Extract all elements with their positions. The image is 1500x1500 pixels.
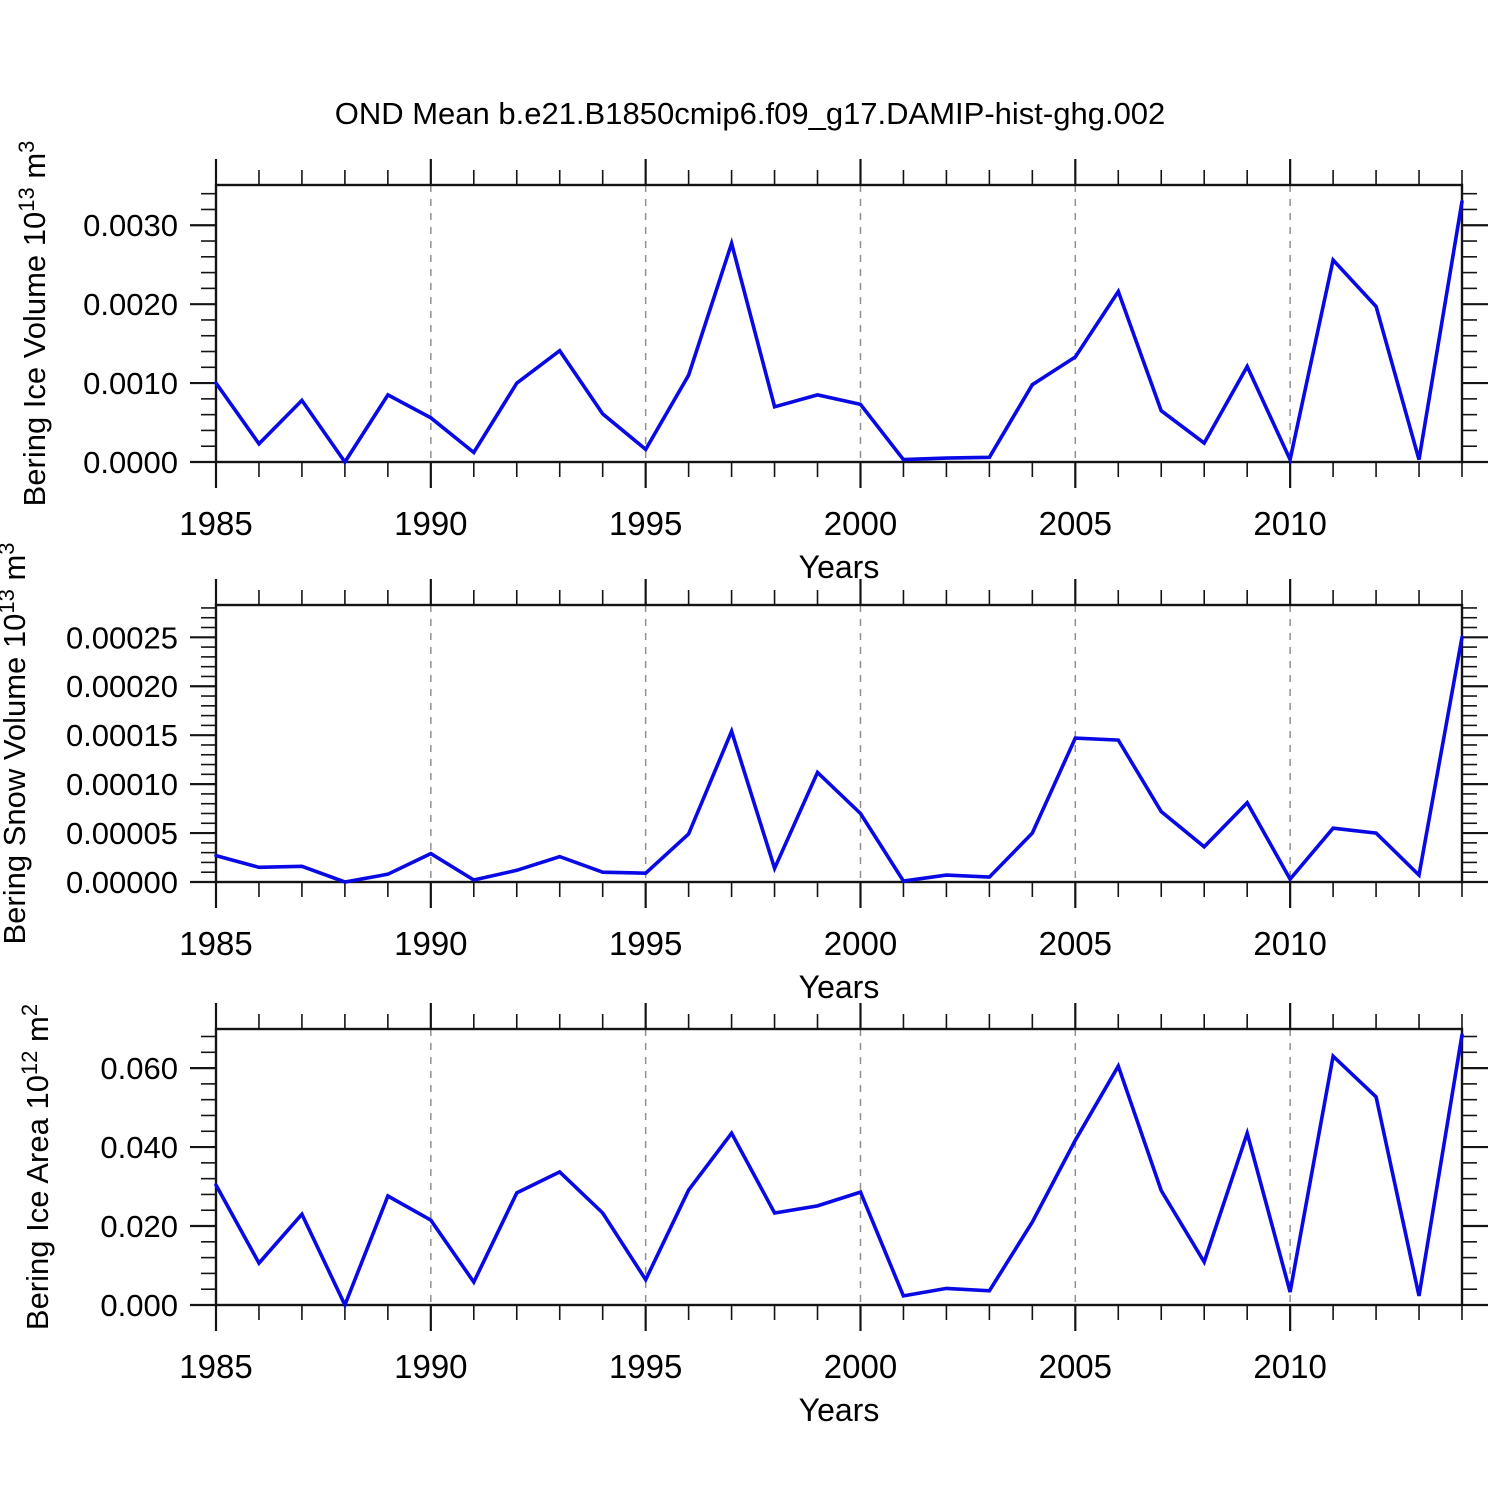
y-axis-title-part: 12 [17, 1051, 42, 1075]
y-axis-title-part: 2 [17, 1004, 42, 1016]
y-axis-title: Bering Ice Area 1012 m2 [17, 1004, 55, 1330]
y-tick-label: 0.0020 [83, 287, 178, 322]
y-axis-title-part: 3 [0, 542, 19, 554]
y-tick-label: 0.00005 [66, 816, 178, 851]
y-tick-label: 0.00025 [66, 620, 178, 655]
y-axis-title: Bering Snow Volume 1013 m3 [0, 542, 32, 944]
x-tick-label: 1990 [394, 1348, 467, 1385]
y-axis-title-part: m [0, 555, 32, 589]
y-axis-title-part: Bering Snow Volume 10 [0, 614, 32, 945]
y-tick-label: 0.00000 [66, 865, 178, 900]
x-axis-title: Years [799, 969, 880, 1005]
y-tick-label: 0.00010 [66, 767, 178, 802]
x-tick-label: 1985 [179, 925, 252, 962]
y-axis-title-part: 13 [14, 187, 39, 211]
plot-frame [214, 183, 1464, 464]
y-axis-title-part: m [17, 153, 52, 187]
x-tick-label: 1995 [609, 1348, 682, 1385]
figure-title: OND Mean b.e21.B1850cmip6.f09_g17.DAMIP-… [334, 96, 1166, 131]
panel-bering-ice-area: 1985 1990 1995 2000 2005 2010 0.000 0.020 0.040 0… [17, 1003, 1488, 1428]
y-tick-label: 0.0010 [83, 366, 178, 401]
x-tick-label: 2005 [1039, 925, 1112, 962]
y-tick-label: 0.060 [100, 1051, 178, 1086]
data-series-line [214, 635, 1464, 884]
x-tick-label: 2010 [1253, 925, 1326, 962]
x-tick-label: 1985 [179, 1348, 252, 1385]
x-axis-title: Years [799, 549, 880, 585]
x-tick-label: 1990 [394, 505, 467, 542]
y-tick-label: 0.0030 [83, 208, 178, 243]
x-tick-label: 2010 [1253, 1348, 1326, 1385]
x-tick-label: 2010 [1253, 505, 1326, 542]
data-series-line [214, 1033, 1464, 1310]
x-tick-label: 1995 [609, 505, 682, 542]
y-axis-title-part: m [20, 1016, 55, 1050]
x-tick-label: 2005 [1039, 1348, 1112, 1385]
y-tick-label: 0.0000 [83, 445, 178, 480]
y-axis-title-part: Bering Ice Area 10 [20, 1075, 55, 1330]
plot-frame [214, 603, 1464, 884]
y-axis-title-part: 3 [14, 141, 39, 153]
x-tick-label: 1985 [179, 505, 252, 542]
y-axis-title-part: Bering Ice Volume 10 [17, 212, 52, 507]
x-tick-label: 1995 [609, 925, 682, 962]
x-tick-label: 2005 [1039, 505, 1112, 542]
x-tick-label: 2000 [824, 1348, 897, 1385]
y-axis-title: Bering Ice Volume 1013 m3 [14, 141, 52, 507]
x-tick-label: 2000 [824, 505, 897, 542]
x-tick-label: 1990 [394, 925, 467, 962]
y-tick-label: 0.00015 [66, 718, 178, 753]
y-tick-label: 0.000 [100, 1288, 178, 1323]
x-axis-title: Years [799, 1392, 880, 1428]
y-tick-label: 0.00020 [66, 669, 178, 704]
plot-frame [214, 1027, 1464, 1307]
panel-bering-snow-volume: 1985 1990 1995 2000 2005 2010 0.00000 0.00005 0.… [0, 542, 1488, 1005]
y-tick-label: 0.020 [100, 1209, 178, 1244]
x-tick-label: 2000 [824, 925, 897, 962]
data-series-line [214, 199, 1464, 466]
panel-bering-ice-volume: 1985 1990 1995 2000 2005 2010 0.0000 0.0010 0.00… [14, 141, 1488, 585]
y-tick-label: 0.040 [100, 1130, 178, 1165]
y-axis-title-part: 13 [0, 589, 19, 613]
